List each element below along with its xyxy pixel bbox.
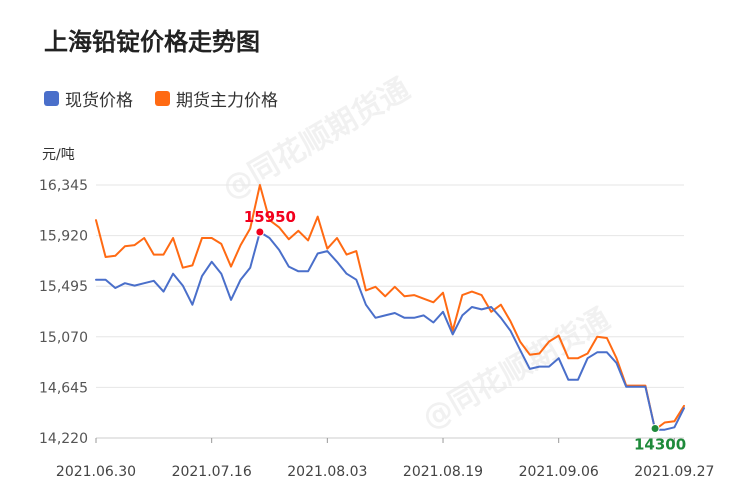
watermark-0: @同花顺期货通 bbox=[217, 72, 416, 207]
y-tick-label: 15,920 bbox=[39, 229, 88, 245]
legend-item-spot[interactable]: 现货价格 bbox=[44, 86, 133, 111]
annotation-point-1 bbox=[650, 423, 660, 433]
annotation-label-0: 15950 bbox=[244, 208, 296, 226]
x-tick-label: 2021.09.06 bbox=[519, 464, 599, 480]
x-tick-label: 2021.08.19 bbox=[403, 464, 483, 480]
x-axis-ticks: 2021.06.30 2021.07.16 2021.08.03 2021.08.19… bbox=[56, 438, 714, 480]
chart-legend: 现货价格 期货主力价格 bbox=[44, 86, 300, 111]
series-line-1 bbox=[95, 184, 685, 431]
x-tick-label: 2021.06.30 bbox=[56, 464, 136, 480]
x-tick-label: 2021.08.03 bbox=[287, 464, 367, 480]
x-tick-label: 2021.09.27 bbox=[634, 464, 714, 480]
legend-label-spot: 现货价格 bbox=[65, 91, 133, 111]
legend-swatch-spot bbox=[44, 91, 59, 106]
legend-label-futures: 期货主力价格 bbox=[176, 91, 278, 111]
annotation-point-0 bbox=[255, 227, 265, 237]
y-axis-unit-label: 元/吨 bbox=[42, 147, 75, 163]
y-tick-label: 15,495 bbox=[39, 279, 88, 295]
x-tick-label: 2021.07.16 bbox=[172, 464, 252, 480]
y-axis-ticks: 16,345 15,920 15,495 15,070 14,645 14,220 bbox=[39, 178, 88, 447]
watermark-layer: @同花顺期货通@同花顺期货通 bbox=[217, 72, 616, 437]
y-tick-label: 14,645 bbox=[39, 380, 88, 396]
annotations: 15950 14300 bbox=[244, 208, 686, 453]
grid-lines bbox=[96, 184, 684, 439]
y-tick-label: 15,070 bbox=[39, 330, 88, 346]
legend-swatch-futures bbox=[155, 91, 170, 106]
y-tick-label: 14,220 bbox=[39, 431, 88, 447]
series-line-0 bbox=[95, 231, 685, 431]
legend-item-futures[interactable]: 期货主力价格 bbox=[155, 86, 278, 111]
series-lines bbox=[95, 184, 685, 431]
y-tick-label: 16,345 bbox=[39, 178, 88, 194]
annotation-label-1: 14300 bbox=[634, 435, 686, 453]
chart-title: 上海铅锭价格走势图 bbox=[44, 28, 260, 56]
